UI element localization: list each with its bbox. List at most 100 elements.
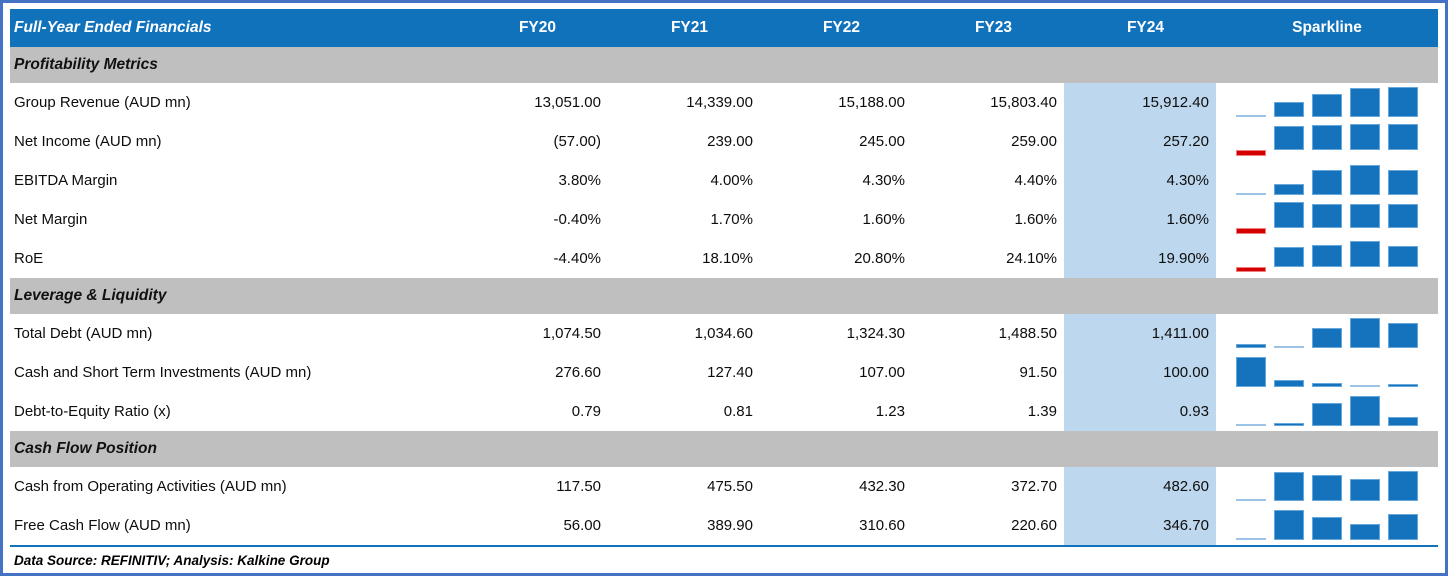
sparkline-cell	[1216, 122, 1438, 161]
value-fy20: (57.00)	[553, 133, 601, 150]
sparkline-cell	[1216, 392, 1438, 431]
value-fy21: 1,034.60	[694, 325, 753, 342]
section-header-row: Profitability Metrics	[10, 47, 1438, 83]
sparkline-bar	[1236, 266, 1266, 272]
sparkline-bar	[1312, 93, 1342, 117]
col-header-fy22: FY22	[822, 19, 860, 36]
value-fy20: 276.60	[555, 364, 601, 381]
sparkline	[1236, 123, 1418, 159]
sparkline-cell	[1216, 239, 1438, 278]
col-header-fy20: FY20	[518, 19, 556, 36]
sparkline-bar	[1312, 382, 1342, 387]
row-label: Total Debt (AUD mn)	[14, 325, 153, 342]
row-label: Debt-to-Equity Ratio (x)	[14, 403, 171, 420]
table-row: Total Debt (AUD mn) 1,074.50 1,034.60 1,324…	[10, 314, 1438, 353]
value-fy20: -0.40%	[553, 211, 601, 228]
sparkline	[1236, 509, 1418, 543]
sparkline-bar	[1274, 201, 1304, 228]
sparkline-bar	[1312, 474, 1342, 501]
sparkline-bar	[1274, 125, 1304, 150]
section-title: Leverage & Liquidity	[14, 287, 167, 304]
sparkline-bar	[1350, 240, 1380, 267]
footer-row: Data Source: REFINITIV; Analysis: Kalkin…	[10, 547, 1438, 573]
value-fy24: 1.60%	[1064, 200, 1216, 239]
section-title: Cash Flow Position	[14, 440, 157, 457]
sparkline-bar	[1274, 379, 1304, 387]
sparkline-bar	[1350, 395, 1380, 426]
sparkline	[1236, 470, 1418, 504]
value-fy21: 4.00%	[710, 172, 753, 189]
table-row: Net Income (AUD mn) (57.00) 239.00 245.00 25…	[10, 122, 1438, 161]
value-fy24: 346.70	[1064, 506, 1216, 545]
sparkline-bar	[1388, 123, 1418, 150]
col-header-fy21: FY21	[670, 19, 708, 36]
sparkline-bar	[1236, 227, 1266, 234]
section-title: Profitability Metrics	[14, 56, 158, 73]
sparkline-bar	[1236, 537, 1266, 540]
sparkline-bar	[1274, 101, 1304, 117]
col-header-fy24: FY24	[1126, 19, 1164, 36]
row-label: Cash from Operating Activities (AUD mn)	[14, 478, 287, 495]
value-fy23: 372.70	[1011, 478, 1057, 495]
value-fy23: 1,488.50	[998, 325, 1057, 342]
sparkline-bar	[1312, 169, 1342, 195]
sparkline-bar	[1312, 244, 1342, 267]
value-fy24: 4.30%	[1064, 161, 1216, 200]
table-title: Full-Year Ended Financials	[14, 19, 212, 36]
sparkline-bar	[1236, 498, 1266, 501]
value-fy22: 1.60%	[862, 211, 905, 228]
sparkline-bar	[1388, 513, 1418, 540]
value-fy21: 239.00	[707, 133, 753, 150]
value-fy23: 1.39	[1027, 403, 1057, 420]
sparkline-cell	[1216, 83, 1438, 122]
sparkline	[1236, 356, 1418, 390]
sparkline-bar	[1312, 203, 1342, 228]
sparkline	[1236, 317, 1418, 351]
sparkline-bar	[1350, 384, 1380, 387]
row-label: Free Cash Flow (AUD mn)	[14, 517, 191, 534]
sparkline-bar	[1350, 203, 1380, 228]
sparkline-cell	[1216, 161, 1438, 200]
value-fy20: 56.00	[563, 517, 601, 534]
sparkline-cell	[1216, 506, 1438, 545]
table-row: RoE -4.40% 18.10% 20.80% 24.10% 19.90%	[10, 239, 1438, 278]
footer-divider-line	[10, 545, 1438, 547]
sparkline	[1236, 240, 1418, 276]
sparkline-bar	[1236, 423, 1266, 426]
value-fy22: 107.00	[859, 364, 905, 381]
sparkline-bar	[1236, 356, 1266, 387]
value-fy23: 91.50	[1019, 364, 1057, 381]
sparkline-bar	[1274, 422, 1304, 426]
table-row: Free Cash Flow (AUD mn) 56.00 389.90 310.60…	[10, 506, 1438, 545]
table-row: Cash and Short Term Investments (AUD mn)…	[10, 353, 1438, 392]
value-fy22: 245.00	[859, 133, 905, 150]
col-header-fy23: FY23	[974, 19, 1012, 36]
value-fy21: 389.90	[707, 517, 753, 534]
value-fy24: 100.00	[1064, 353, 1216, 392]
value-fy21: 18.10%	[702, 250, 753, 267]
value-fy22: 20.80%	[854, 250, 905, 267]
sparkline-bar	[1350, 317, 1380, 348]
value-fy24: 15,912.40	[1064, 83, 1216, 122]
value-fy23: 1.60%	[1014, 211, 1057, 228]
sparkline-bar	[1274, 471, 1304, 501]
value-fy24: 257.20	[1064, 122, 1216, 161]
sparkline	[1236, 86, 1418, 120]
sparkline-bar	[1388, 86, 1418, 117]
row-label: EBITDA Margin	[14, 172, 118, 189]
sparkline-bar	[1350, 87, 1380, 117]
table-body: Profitability Metrics Group Revenue (AUD …	[10, 47, 1438, 545]
sparkline-bar	[1350, 164, 1380, 195]
sparkline-cell	[1216, 467, 1438, 506]
value-fy20: 117.50	[556, 478, 601, 495]
table-row: Net Margin -0.40% 1.70% 1.60% 1.60% 1.60%	[10, 200, 1438, 239]
sparkline-bar	[1350, 523, 1380, 540]
value-fy20: 1,074.50	[542, 325, 601, 342]
value-fy23: 220.60	[1011, 517, 1057, 534]
value-fy22: 1,324.30	[846, 325, 905, 342]
table-header-row: Full-Year Ended Financials FY20 FY21 FY2…	[10, 9, 1438, 47]
sparkline-bar	[1312, 327, 1342, 348]
sparkline-cell	[1216, 353, 1438, 392]
value-fy21: 14,339.00	[686, 94, 753, 111]
